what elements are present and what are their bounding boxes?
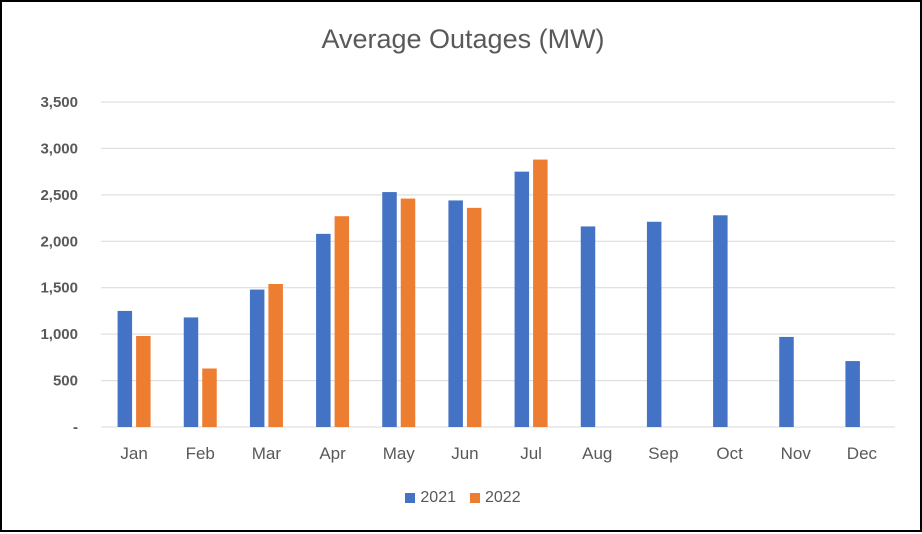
bar-2022-jan (136, 336, 151, 427)
bar-2021-apr (316, 233, 331, 427)
bar-2022-mar (268, 284, 283, 427)
legend-label-2021: 2021 (420, 489, 456, 506)
bar-2022-jun (466, 207, 482, 427)
y-tick-label: 3,000 (40, 140, 78, 157)
x-tick-label: Jul (520, 444, 542, 463)
x-tick-label: Feb (186, 444, 215, 463)
y-tick-label: 1,000 (40, 326, 78, 343)
x-tick-label: Jun (451, 444, 478, 463)
x-tick-label: Jan (120, 444, 147, 463)
bar-2021-jun (448, 200, 463, 427)
legend-item-2022: 2022 (470, 489, 521, 507)
x-tick-label: May (383, 444, 416, 463)
legend: 2021 2022 (2, 489, 922, 507)
legend-swatch-2021 (405, 493, 416, 503)
x-tick-label: Nov (781, 444, 812, 463)
bar-2021-jul (514, 171, 530, 427)
y-tick-label: - (73, 419, 78, 436)
y-tick-label: 500 (53, 373, 78, 390)
y-tick-label: 1,500 (40, 280, 78, 297)
x-tick-label: Sep (648, 444, 678, 463)
bar-2021-mar (249, 289, 265, 427)
bar-2021-feb (183, 317, 199, 427)
bar-2021-aug (580, 226, 596, 427)
bar-2021-sep (646, 221, 662, 427)
y-tick-label: 2,000 (40, 233, 78, 250)
bar-2022-feb (202, 368, 217, 427)
x-tick-label: Apr (319, 444, 346, 463)
x-tick-label: Oct (716, 444, 743, 463)
legend-label-2022: 2022 (485, 489, 521, 506)
bar-2021-oct (713, 215, 728, 427)
bar-2021-nov (779, 336, 794, 427)
bar-2021-jan (117, 310, 133, 427)
x-tick-label: Aug (582, 444, 612, 463)
bar-2022-may (400, 198, 416, 427)
legend-item-2021: 2021 (405, 489, 456, 507)
chart-title: Average Outages (MW) (321, 24, 605, 54)
bar-2021-dec (845, 361, 860, 427)
x-tick-label: Dec (847, 444, 878, 463)
x-tick-label: Mar (252, 444, 282, 463)
bar-2021-may (382, 192, 397, 427)
bar-2022-jul (533, 159, 548, 428)
legend-swatch-2022 (470, 493, 480, 503)
bar-2022-apr (334, 216, 350, 427)
y-tick-label: 3,500 (40, 94, 78, 111)
y-tick-label: 2,500 (40, 187, 78, 204)
